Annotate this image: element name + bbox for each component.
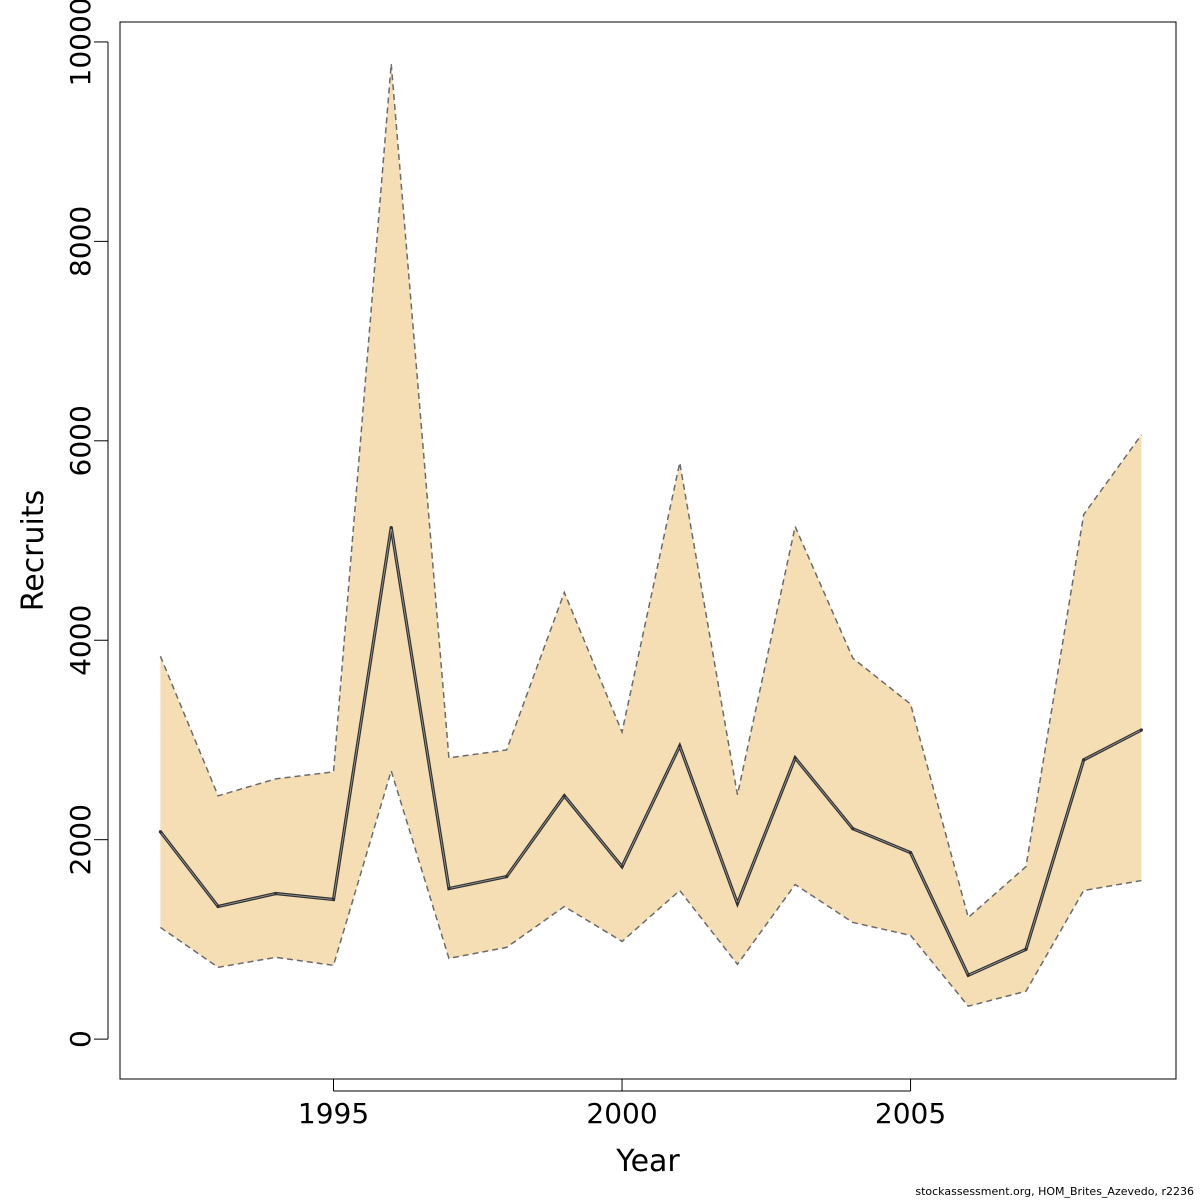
y-tick-label-8000: 8000 [64, 206, 97, 277]
y-axis-title: Recruits [16, 490, 51, 612]
estimate-point-2005 [908, 851, 913, 855]
plot-frame [119, 21, 1177, 1080]
estimate-point-1995 [331, 897, 336, 902]
y-tick-label-0: 0 [64, 1030, 97, 1048]
y-tick-label-6000: 6000 [64, 405, 97, 476]
x-tick-label-2005: 2005 [875, 1097, 946, 1130]
estimate-point-2001 [678, 744, 682, 748]
estimate-point-2008 [1082, 758, 1086, 762]
estimate-point-2002 [735, 901, 740, 906]
estimate-point-1997 [447, 886, 451, 891]
y-tick-label-4000: 4000 [64, 605, 97, 676]
footer-credit: stockassessment.org, HOM_Brites_Azevedo,… [915, 1185, 1194, 1198]
x-axis: 1995 2000 2005 [298, 1079, 946, 1130]
estimate-point-2000 [620, 865, 624, 869]
estimate-point-2006 [966, 973, 970, 977]
confidence-band-layer [159, 63, 1142, 1008]
lower-bound-line [159, 768, 1142, 1008]
estimate-point-1998 [505, 874, 509, 879]
estimate-point-2004 [851, 827, 855, 831]
estimate-point-2007 [1024, 947, 1028, 951]
x-axis-title: Year [615, 1144, 680, 1179]
estimate-point-1992 [158, 830, 162, 834]
estimate-line-highlight [160, 527, 1142, 976]
estimate-point-2003 [793, 756, 797, 760]
estimate-line-layer [158, 525, 1143, 978]
estimate-point-1994 [274, 891, 278, 896]
x-tick-label-2000: 2000 [586, 1097, 657, 1130]
estimate-point-1996 [389, 525, 393, 530]
estimate-point-1999 [562, 794, 566, 798]
y-tick-label-2000: 2000 [64, 804, 97, 875]
y-axis: 0 2000 4000 6000 8000 10000 [64, 0, 109, 1048]
y-tick-label-10000: 10000 [64, 0, 97, 86]
x-tick-label-1995: 1995 [298, 1097, 369, 1130]
estimate-point-2009 [1139, 728, 1143, 732]
confidence-band [160, 63, 1142, 1007]
upper-bound-line [159, 63, 1142, 919]
estimate-point-1993 [216, 904, 220, 909]
